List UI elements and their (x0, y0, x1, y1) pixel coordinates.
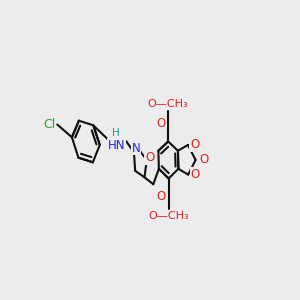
Text: Cl: Cl (43, 118, 56, 131)
Text: O: O (190, 139, 200, 152)
Text: O: O (156, 117, 165, 130)
Text: N: N (132, 142, 140, 154)
Text: O—CH₃: O—CH₃ (148, 99, 188, 109)
Text: O: O (190, 168, 200, 181)
Text: O—CH₃: O—CH₃ (148, 211, 189, 221)
Text: O: O (146, 151, 155, 164)
Text: HN: HN (108, 139, 125, 152)
Text: O: O (200, 154, 209, 166)
Text: O: O (157, 190, 166, 203)
Text: H: H (112, 128, 120, 138)
